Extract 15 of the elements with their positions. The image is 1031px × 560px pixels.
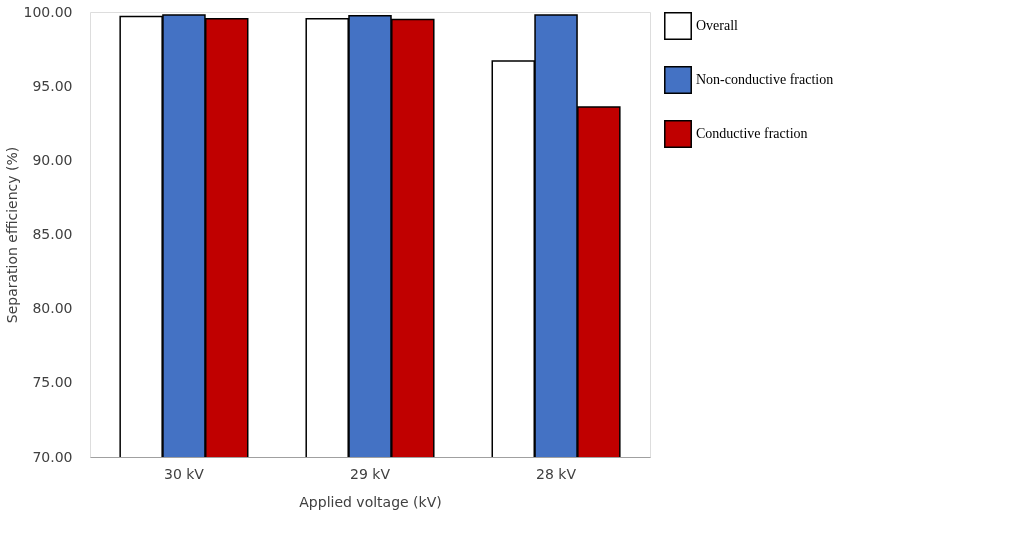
y-tick-label: 70.00 bbox=[32, 448, 73, 465]
x-tick-label: 30 kV bbox=[163, 465, 205, 482]
y-tick-label: 80.00 bbox=[32, 300, 73, 317]
legend-label: Conductive fraction bbox=[696, 126, 808, 141]
y-tick-label: 95.00 bbox=[32, 77, 73, 94]
y-tick-label: 100.00 bbox=[23, 3, 73, 20]
y-tick-label: 85.00 bbox=[32, 226, 73, 242]
x-axis-title: Applied voltage (kV) bbox=[299, 493, 442, 510]
x-tick-label: 28 kV bbox=[536, 465, 577, 482]
y-axis-title: Separation efficiency (%) bbox=[3, 146, 20, 324]
legend-label: Non-conductive fraction bbox=[696, 72, 834, 87]
x-tick-label: 29 kV bbox=[350, 465, 391, 482]
y-tick-label: 90.00 bbox=[32, 151, 73, 168]
legend-label: Overall bbox=[696, 18, 739, 33]
y-tick-label: 75.00 bbox=[32, 374, 73, 391]
